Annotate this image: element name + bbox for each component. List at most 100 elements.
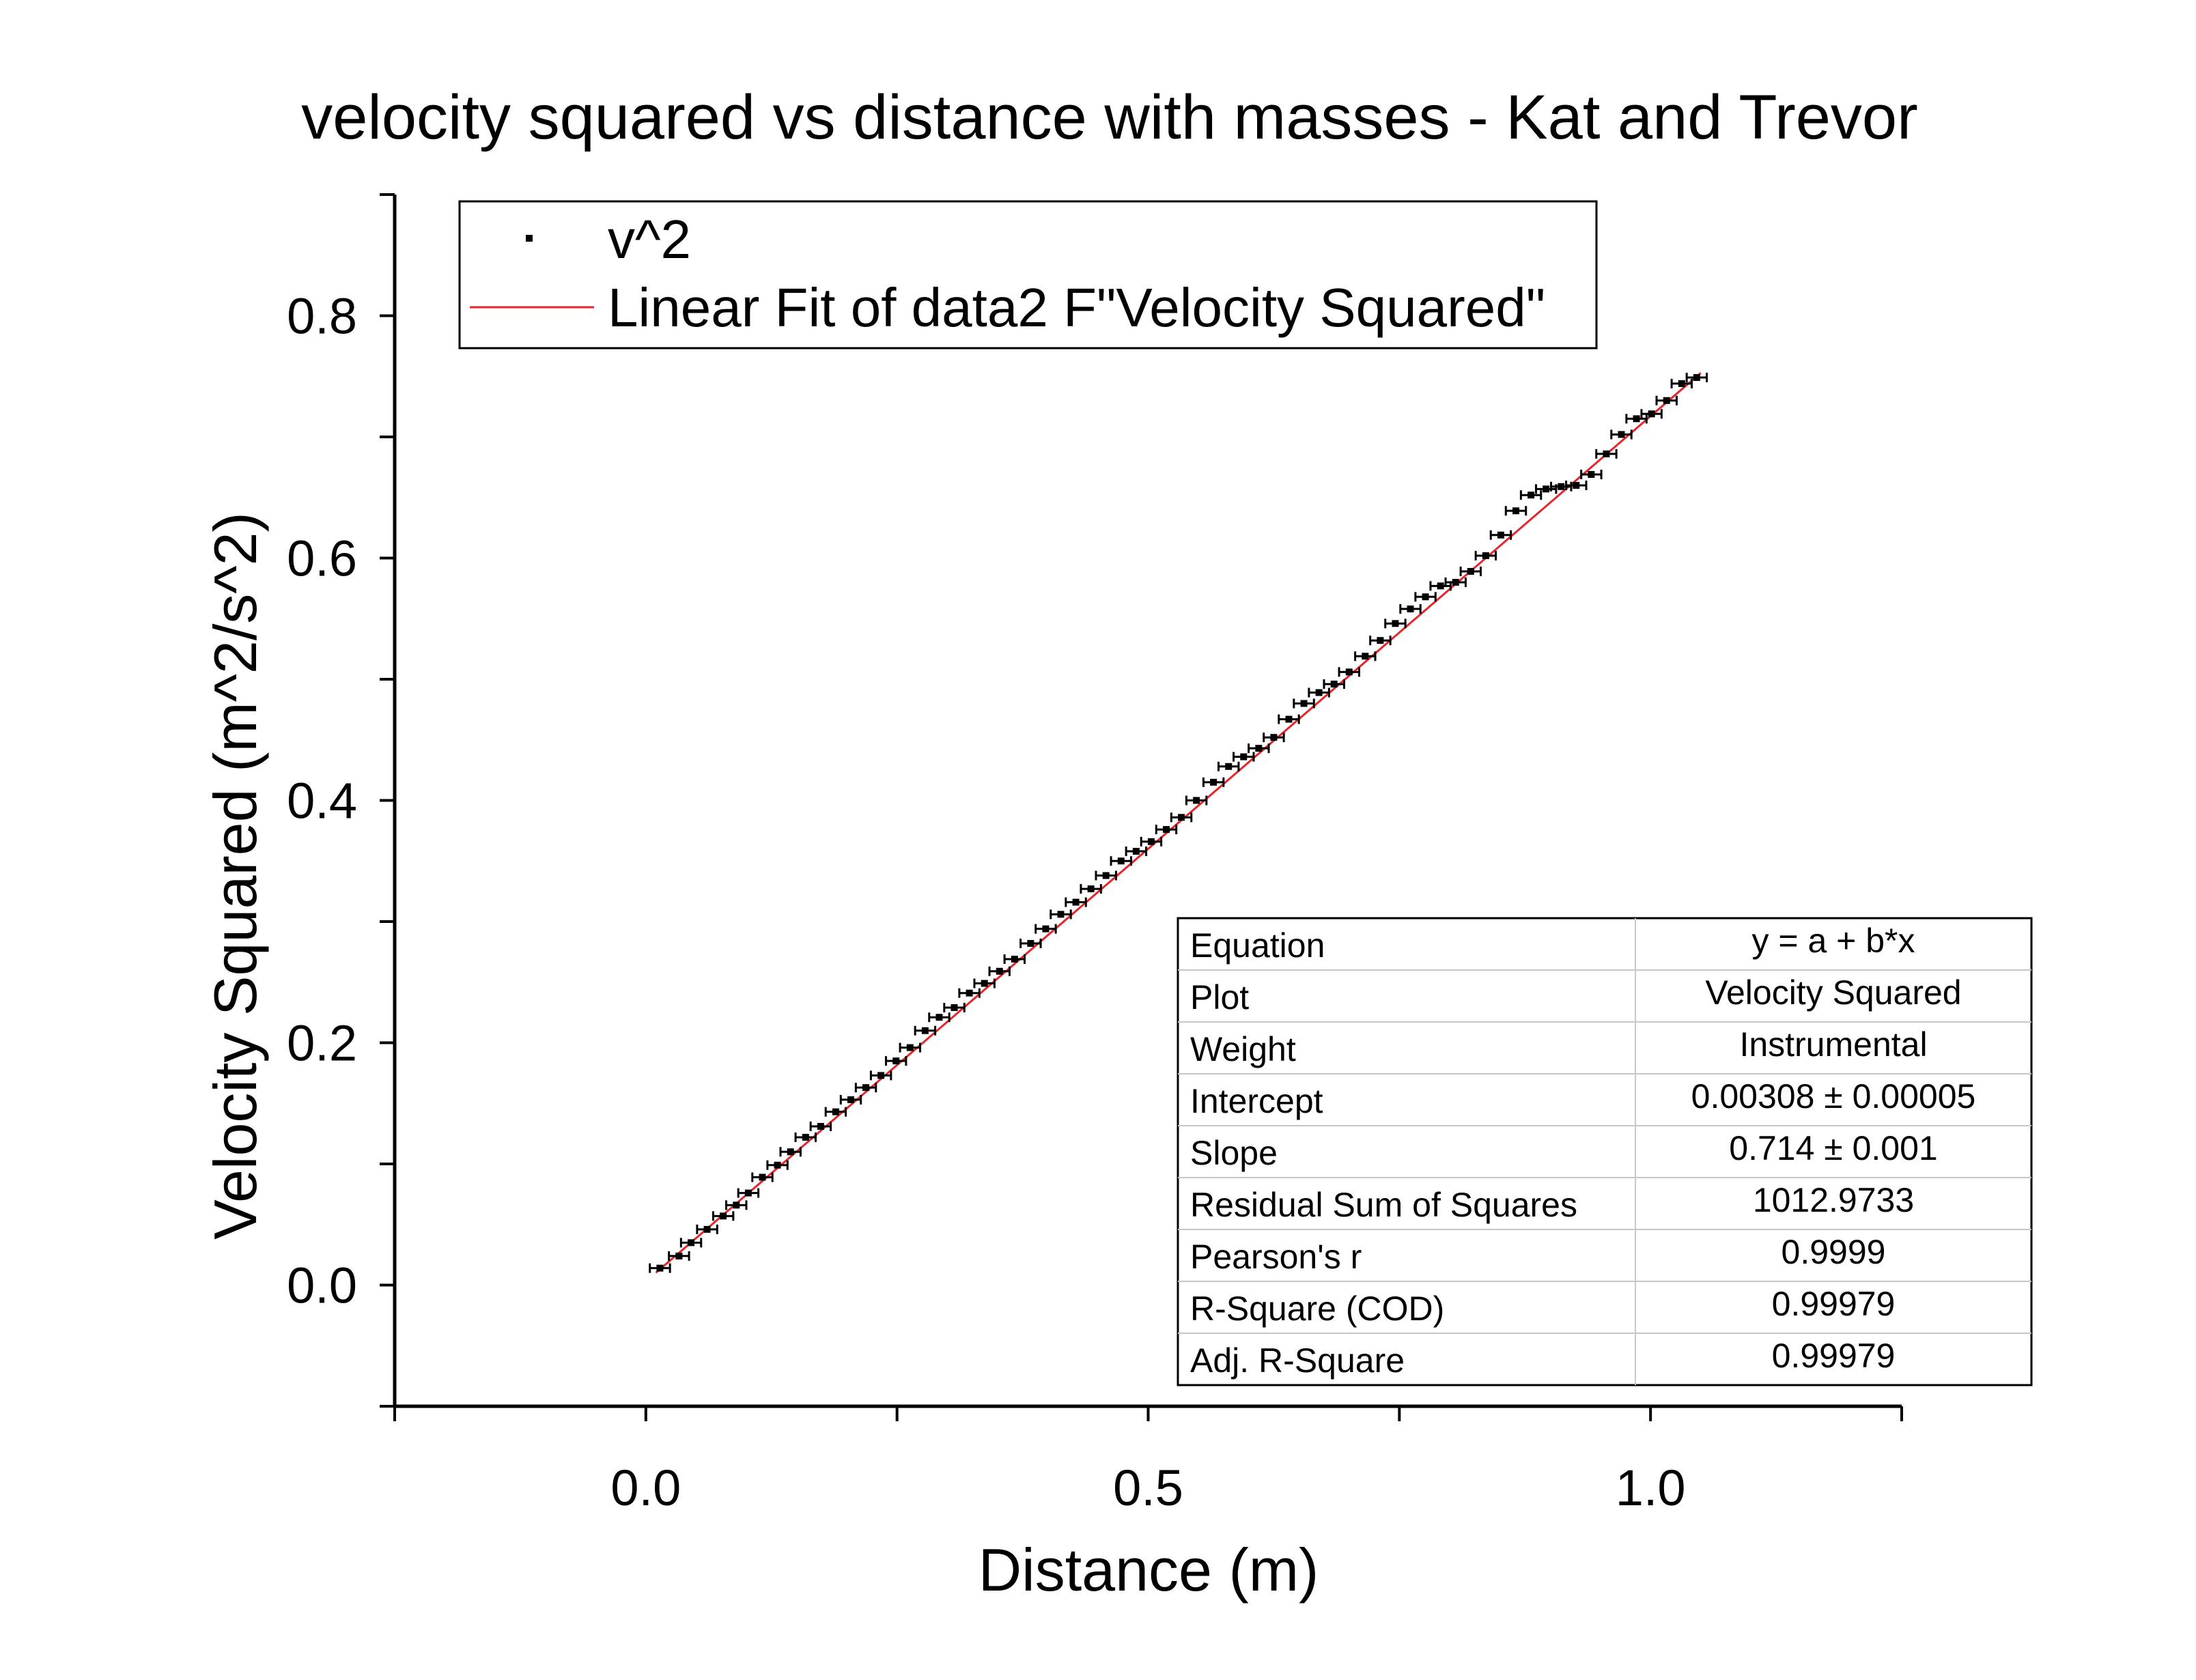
data-point: [679, 1238, 703, 1248]
y-tick-label: 0.2: [287, 1015, 357, 1072]
point-marker: [847, 1096, 854, 1103]
data-point: [1263, 732, 1285, 743]
point-marker: [981, 980, 988, 987]
chart-title: velocity squared vs distance with masses…: [301, 83, 1917, 152]
data-point: [649, 1263, 671, 1273]
data-point: [1459, 567, 1482, 577]
point-marker: [1285, 715, 1293, 723]
data-point: [914, 1025, 937, 1036]
stats-table-frame: [1177, 917, 2033, 1386]
data-point: [928, 1012, 951, 1023]
data-point: [1399, 604, 1422, 614]
point-marker: [1558, 483, 1565, 490]
stats-row-value: 0.99979: [1772, 1337, 1896, 1375]
point-marker: [1147, 838, 1155, 845]
data-point: [725, 1200, 748, 1210]
data-point: [1550, 481, 1573, 492]
point-marker: [1392, 620, 1399, 627]
data-point: [1474, 550, 1497, 560]
point-marker: [1057, 911, 1065, 918]
stats-row-value: Instrumental: [1739, 1025, 1927, 1064]
point-marker: [921, 1027, 929, 1034]
point-marker: [1300, 700, 1308, 707]
data-point: [1354, 651, 1377, 661]
point-marker: [1482, 552, 1489, 559]
point-marker: [787, 1148, 794, 1156]
point-marker: [1102, 872, 1110, 879]
point-marker: [744, 1189, 752, 1197]
point-marker: [774, 1161, 781, 1169]
data-point: [1140, 836, 1163, 846]
data-point: [696, 1224, 718, 1234]
point-marker: [892, 1057, 900, 1065]
data-point: [869, 1070, 892, 1081]
y-tick-label: 0.4: [287, 773, 357, 829]
point-marker: [1573, 482, 1580, 489]
data-point: [1050, 909, 1072, 920]
legend-frame: [458, 200, 1598, 350]
data-point: [779, 1147, 802, 1157]
point-marker: [1618, 431, 1625, 438]
data-point: [1308, 687, 1330, 698]
data-point: [1125, 846, 1148, 857]
stats-row-label: Residual Sum of Squares: [1190, 1186, 1577, 1224]
point-marker: [1027, 939, 1034, 947]
point-marker: [1072, 898, 1080, 906]
x-tick-label: 0.0: [610, 1460, 681, 1516]
data-point: [884, 1056, 907, 1066]
data-point: [1489, 530, 1512, 540]
data-point: [1655, 395, 1678, 405]
data-point: [1095, 870, 1117, 881]
point-marker: [703, 1225, 711, 1233]
point-marker: [996, 967, 1003, 975]
point-marker: [817, 1122, 824, 1130]
legend-marker-square: [526, 235, 533, 242]
stats-row-value: Velocity Squared: [1705, 973, 1961, 1012]
point-marker: [1693, 374, 1700, 382]
point-marker: [1240, 753, 1248, 760]
point-marker: [1270, 734, 1278, 741]
stats-row-value: 1012.9733: [1753, 1181, 1914, 1219]
stats-row-label: Equation: [1190, 926, 1325, 965]
point-marker: [1663, 397, 1670, 404]
stats-row-value: 0.99979: [1772, 1285, 1896, 1323]
point-marker: [1210, 778, 1217, 786]
data-point: [1414, 592, 1437, 602]
y-axis-ticks: 0.0 0.2 0.4 0.6 0.8: [287, 193, 395, 1408]
point-marker: [1452, 579, 1459, 586]
data-point: [1155, 825, 1178, 835]
point-marker: [1648, 410, 1655, 418]
x-tick-label: 1.0: [1616, 1460, 1686, 1516]
data-point: [899, 1042, 922, 1053]
data-point: [973, 978, 996, 988]
point-marker: [906, 1044, 914, 1051]
point-marker: [862, 1084, 870, 1092]
point-marker: [759, 1173, 766, 1181]
data-point: [1580, 470, 1603, 480]
point-marker: [1330, 681, 1338, 688]
point-marker: [832, 1108, 839, 1115]
point-marker: [1437, 582, 1444, 590]
data-point: [751, 1172, 774, 1182]
y-tick-label: 0.8: [287, 288, 357, 345]
data-point: [1640, 409, 1663, 419]
stats-row-label: Intercept: [1190, 1082, 1323, 1120]
point-marker: [720, 1212, 727, 1220]
data-point: [1233, 752, 1255, 762]
stats-row-label: Pearson's r: [1190, 1238, 1362, 1276]
point-marker: [1011, 956, 1018, 963]
point-marker: [1543, 485, 1550, 493]
point-marker: [877, 1072, 885, 1079]
data-point: [1625, 414, 1648, 424]
data-point: [839, 1094, 862, 1105]
y-tick-label: 0.0: [287, 1257, 357, 1314]
data-points-layer: [649, 373, 1708, 1273]
fit-statistics-table: Equation y = a + b*x Plot Velocity Squared W…: [1177, 917, 2033, 1386]
data-point: [1504, 506, 1528, 516]
data-point: [1110, 856, 1132, 866]
point-marker: [1512, 507, 1520, 515]
data-point: [1565, 481, 1588, 490]
point-marker: [688, 1239, 695, 1247]
point-marker: [1362, 653, 1369, 660]
